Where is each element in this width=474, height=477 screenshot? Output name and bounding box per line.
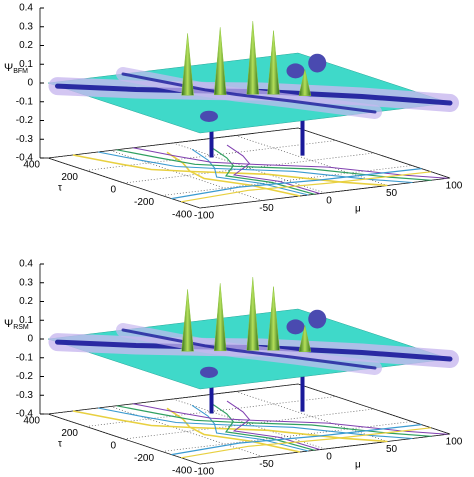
peak (181, 289, 194, 352)
z-tick-label: 0.1 (19, 59, 33, 70)
peak (181, 33, 194, 96)
bump (286, 63, 305, 79)
tau-tick-label: 0 (110, 185, 116, 196)
z-axis-label-subscript: BFM (13, 68, 28, 75)
contour (166, 151, 301, 197)
contour (191, 148, 309, 196)
mu-tick-label: 50 (386, 188, 398, 199)
bump (308, 309, 327, 329)
tau-axis-label: τ (58, 183, 62, 194)
contour (210, 402, 315, 451)
z-axis-label-subscript: RSM (13, 324, 29, 331)
peak (298, 325, 312, 352)
z-axis-label-symbol: Ψ (4, 318, 13, 330)
z-tick-label: 0 (27, 334, 33, 345)
peak (246, 21, 260, 95)
z-tick-label: -0.3 (16, 390, 34, 401)
z-tick-label: 0.2 (19, 296, 33, 307)
z-axis-label: ΨBFM (4, 62, 28, 75)
tau-tick-label: 200 (61, 172, 78, 183)
tau-tick-label: -400 (172, 466, 192, 477)
mu-tick-label: 100 (446, 437, 463, 448)
z-tick-label: -0.2 (16, 371, 34, 382)
mu-tick-label: 100 (446, 181, 463, 192)
tau-tick-label: -400 (172, 210, 192, 221)
contour (171, 424, 422, 456)
z-tick-label: -0.4 (16, 409, 34, 420)
z-tick-label: 0.3 (19, 277, 33, 288)
mu-tick-label: -50 (259, 203, 274, 214)
z-tick-label: 0.2 (19, 40, 33, 51)
tau-tick-label: -200 (134, 197, 154, 208)
bump (200, 366, 218, 378)
peak (267, 30, 280, 95)
z-tick-label: -0.3 (16, 134, 34, 145)
contour (191, 404, 309, 452)
z-tick-label: -0.2 (16, 115, 34, 126)
tau-axis-label: τ (58, 439, 62, 450)
peak (246, 277, 260, 351)
bump (308, 53, 327, 73)
bump (200, 110, 218, 122)
z-tick-label: -0.1 (16, 352, 34, 363)
floor (47, 383, 451, 465)
peak (213, 283, 227, 352)
tau-tick-label: 400 (23, 160, 40, 171)
contour (166, 407, 301, 453)
peak (267, 286, 280, 351)
contour (132, 403, 448, 435)
contour (171, 168, 422, 200)
mu-tick-label: -100 (194, 211, 214, 222)
peak (213, 27, 227, 96)
mu-tick-label: 50 (386, 444, 398, 455)
z-tick-label: 0.4 (19, 259, 33, 270)
z-tick-label: 0.3 (19, 21, 33, 32)
mu-tick-label: -50 (259, 459, 274, 470)
tau-tick-label: -200 (134, 453, 154, 464)
contour (132, 147, 448, 179)
bump (286, 319, 305, 335)
z-tick-label: -0.1 (16, 96, 34, 107)
mu-axis-label: μ (355, 460, 361, 471)
contour (180, 427, 432, 459)
z-tick-label: 0.1 (19, 315, 33, 326)
tau-tick-label: 400 (23, 416, 40, 427)
panel: 0.4 0.3 0.2 0.1 0 -0.1 -0.2 -0.3 -0.4 ΨBFM 400 200 0… (4, 3, 463, 222)
contour (180, 171, 432, 203)
panel: 0.4 0.3 0.2 0.1 0 -0.1 -0.2 -0.3 -0.4 ΨRSM 400 200 0… (4, 259, 463, 477)
contour (210, 146, 315, 195)
floor (47, 127, 451, 209)
peak (298, 69, 312, 96)
z-tick-label: -0.4 (16, 153, 34, 164)
mu-axis-label: μ (355, 204, 361, 215)
tau-tick-label: 0 (110, 441, 116, 452)
z-axis-label: ΨRSM (4, 318, 29, 331)
z-tick-label: 0.4 (19, 3, 33, 14)
z-axis-label-symbol: Ψ (4, 62, 13, 74)
tau-tick-label: 200 (61, 428, 78, 439)
mu-tick-label: 0 (326, 196, 332, 207)
mu-tick-label: -100 (194, 467, 214, 477)
z-tick-label: 0 (27, 78, 33, 89)
mu-tick-label: 0 (326, 452, 332, 463)
